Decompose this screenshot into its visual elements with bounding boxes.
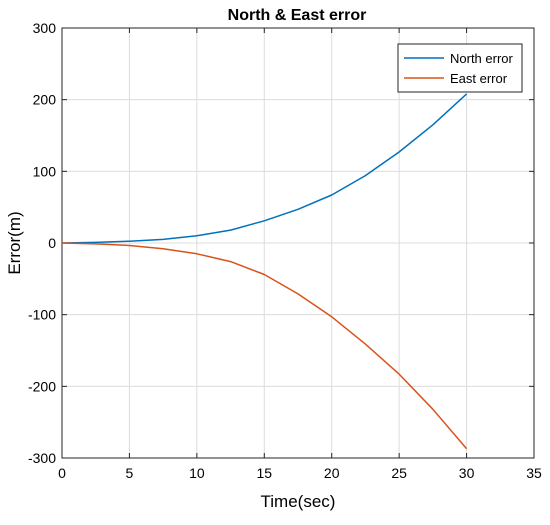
x-tick-label: 30 bbox=[459, 465, 475, 481]
chart-title: North & East error bbox=[228, 7, 367, 24]
y-tick-label: -100 bbox=[28, 307, 56, 323]
x-tick-label: 20 bbox=[324, 465, 340, 481]
x-tick-label: 15 bbox=[256, 465, 272, 481]
y-tick-label: 300 bbox=[33, 20, 57, 36]
x-axis-label: Time(sec) bbox=[261, 492, 336, 511]
series-lines bbox=[61, 93, 468, 450]
y-tick-label: 0 bbox=[48, 235, 56, 251]
y-tick-label: 100 bbox=[33, 163, 57, 179]
y-tick-label: -300 bbox=[28, 450, 56, 466]
east-error-line bbox=[61, 242, 468, 450]
legend: North error East error bbox=[397, 43, 523, 93]
legend-label: East error bbox=[450, 71, 508, 86]
y-axis-label: Error(m) bbox=[5, 211, 24, 274]
x-tick-label: 35 bbox=[526, 465, 542, 481]
x-tick-label: 5 bbox=[126, 465, 134, 481]
x-tick-label: 25 bbox=[391, 465, 407, 481]
legend-box bbox=[397, 43, 523, 93]
x-tick-label: 10 bbox=[189, 465, 205, 481]
north-error-line bbox=[61, 93, 468, 244]
x-tick-label: 0 bbox=[58, 465, 66, 481]
legend-label: North error bbox=[450, 51, 514, 66]
y-tick-label: 200 bbox=[33, 92, 57, 108]
y-tick-label: -200 bbox=[28, 378, 56, 394]
